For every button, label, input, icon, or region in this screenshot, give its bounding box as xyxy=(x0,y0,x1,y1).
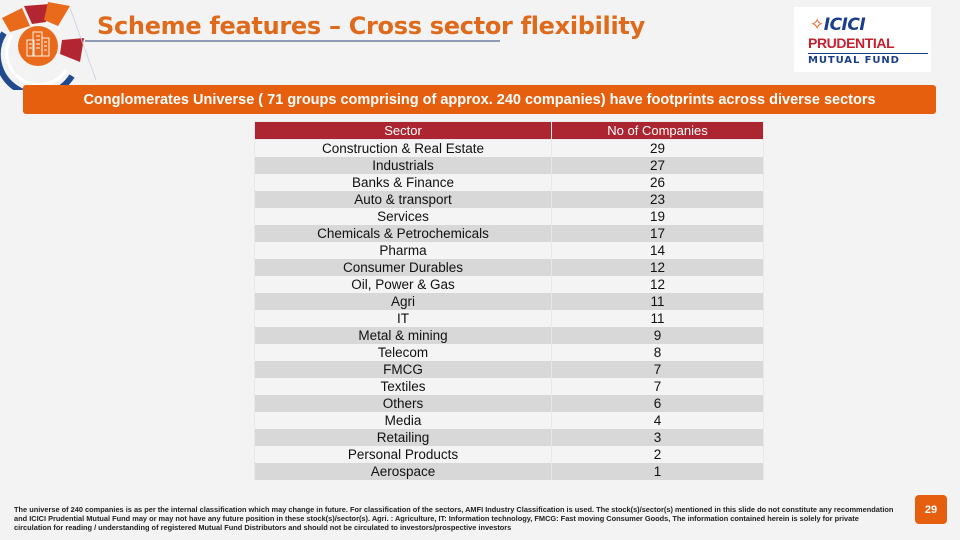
table-row: Retailing 3 xyxy=(254,429,764,446)
sector-cell: Chemicals & Petrochemicals xyxy=(254,225,552,242)
table-row: Banks & Finance 26 xyxy=(254,174,764,191)
orange-wedge-left xyxy=(2,8,30,32)
table-row: Industrials 27 xyxy=(254,157,764,174)
orange-wedge-top xyxy=(44,2,70,26)
company-count-cell: 6 xyxy=(551,395,764,412)
icici-prudential-logo: ✧ICICI PRUDENTIAL MUTUAL FUND xyxy=(794,7,931,72)
sector-cell: Agri xyxy=(254,293,552,310)
title-underline-divider xyxy=(85,40,500,42)
sector-cell: Others xyxy=(254,395,552,412)
sector-cell: Retailing xyxy=(254,429,552,446)
brand-line-mutual-fund: MUTUAL FUND xyxy=(808,55,900,66)
sector-cell: Telecom xyxy=(254,344,552,361)
sector-cell: Metal & mining xyxy=(254,327,552,344)
sector-cell: IT xyxy=(254,310,552,327)
company-count-cell: 2 xyxy=(551,446,764,463)
sector-cell: Aerospace xyxy=(254,463,552,480)
sector-cell: Media xyxy=(254,412,552,429)
company-count-cell: 11 xyxy=(551,293,764,310)
disclaimer-text: The universe of 240 companies is as per … xyxy=(14,505,894,533)
company-count-cell: 14 xyxy=(551,242,764,259)
sector-cell: Industrials xyxy=(254,157,552,174)
table-row: Aerospace 1 xyxy=(254,463,764,480)
sector-companies-table: Sector No of Companies Construction & Re… xyxy=(254,121,764,480)
table-header-row: Sector No of Companies xyxy=(254,121,764,140)
sector-cell: Construction & Real Estate xyxy=(254,139,552,157)
company-count-cell: 12 xyxy=(551,259,764,276)
company-count-cell: 7 xyxy=(551,378,764,395)
company-count-cell: 29 xyxy=(551,139,764,157)
table-row: Textiles 7 xyxy=(254,378,764,395)
brand-line-prudential: PRUDENTIAL xyxy=(808,35,895,51)
decorative-building-logo xyxy=(0,2,97,90)
key-message-banner: Conglomerates Universe ( 71 groups compr… xyxy=(23,85,936,114)
table-row: FMCG 7 xyxy=(254,361,764,378)
table-row: Construction & Real Estate 29 xyxy=(254,139,764,157)
table-row: Services 19 xyxy=(254,208,764,225)
red-wedge-right xyxy=(60,38,84,62)
column-header-count: No of Companies xyxy=(551,121,764,140)
sector-cell: Pharma xyxy=(254,242,552,259)
table-row: Auto & transport 23 xyxy=(254,191,764,208)
brand-line-icici: ✧ICICI xyxy=(810,15,866,35)
building-icon xyxy=(26,31,50,57)
sector-cell: Personal Products xyxy=(254,446,552,463)
company-count-cell: 11 xyxy=(551,310,764,327)
table-row: IT 11 xyxy=(254,310,764,327)
table-row: Consumer Durables 12 xyxy=(254,259,764,276)
brand-divider xyxy=(808,53,928,54)
company-count-cell: 17 xyxy=(551,225,764,242)
company-count-cell: 19 xyxy=(551,208,764,225)
table-row: Pharma 14 xyxy=(254,242,764,259)
red-wedge-top xyxy=(24,4,50,24)
table-row: Metal & mining 9 xyxy=(254,327,764,344)
table-row: Agri 11 xyxy=(254,293,764,310)
table-row: Telecom 8 xyxy=(254,344,764,361)
table-row: Others 6 xyxy=(254,395,764,412)
column-header-sector: Sector xyxy=(254,121,552,140)
company-count-cell: 27 xyxy=(551,157,764,174)
company-count-cell: 26 xyxy=(551,174,764,191)
table-row: Media 4 xyxy=(254,412,764,429)
sector-cell: Textiles xyxy=(254,378,552,395)
sector-cell: Banks & Finance xyxy=(254,174,552,191)
company-count-cell: 9 xyxy=(551,327,764,344)
company-count-cell: 23 xyxy=(551,191,764,208)
sector-cell: Auto & transport xyxy=(254,191,552,208)
sector-cell: FMCG xyxy=(254,361,552,378)
company-count-cell: 3 xyxy=(551,429,764,446)
company-count-cell: 12 xyxy=(551,276,764,293)
table-row: Chemicals & Petrochemicals 17 xyxy=(254,225,764,242)
company-count-cell: 7 xyxy=(551,361,764,378)
icici-mark-icon: ✧ xyxy=(810,15,824,35)
sector-cell: Consumer Durables xyxy=(254,259,552,276)
table-row: Personal Products 2 xyxy=(254,446,764,463)
brand-icici-text: ICICI xyxy=(823,15,866,35)
sector-cell: Oil, Power & Gas xyxy=(254,276,552,293)
page-number-badge: 29 xyxy=(915,495,947,524)
company-count-cell: 1 xyxy=(551,463,764,480)
company-count-cell: 8 xyxy=(551,344,764,361)
sector-cell: Services xyxy=(254,208,552,225)
table-row: Oil, Power & Gas 12 xyxy=(254,276,764,293)
company-count-cell: 4 xyxy=(551,412,764,429)
page-title: Scheme features – Cross sector flexibili… xyxy=(97,12,645,40)
